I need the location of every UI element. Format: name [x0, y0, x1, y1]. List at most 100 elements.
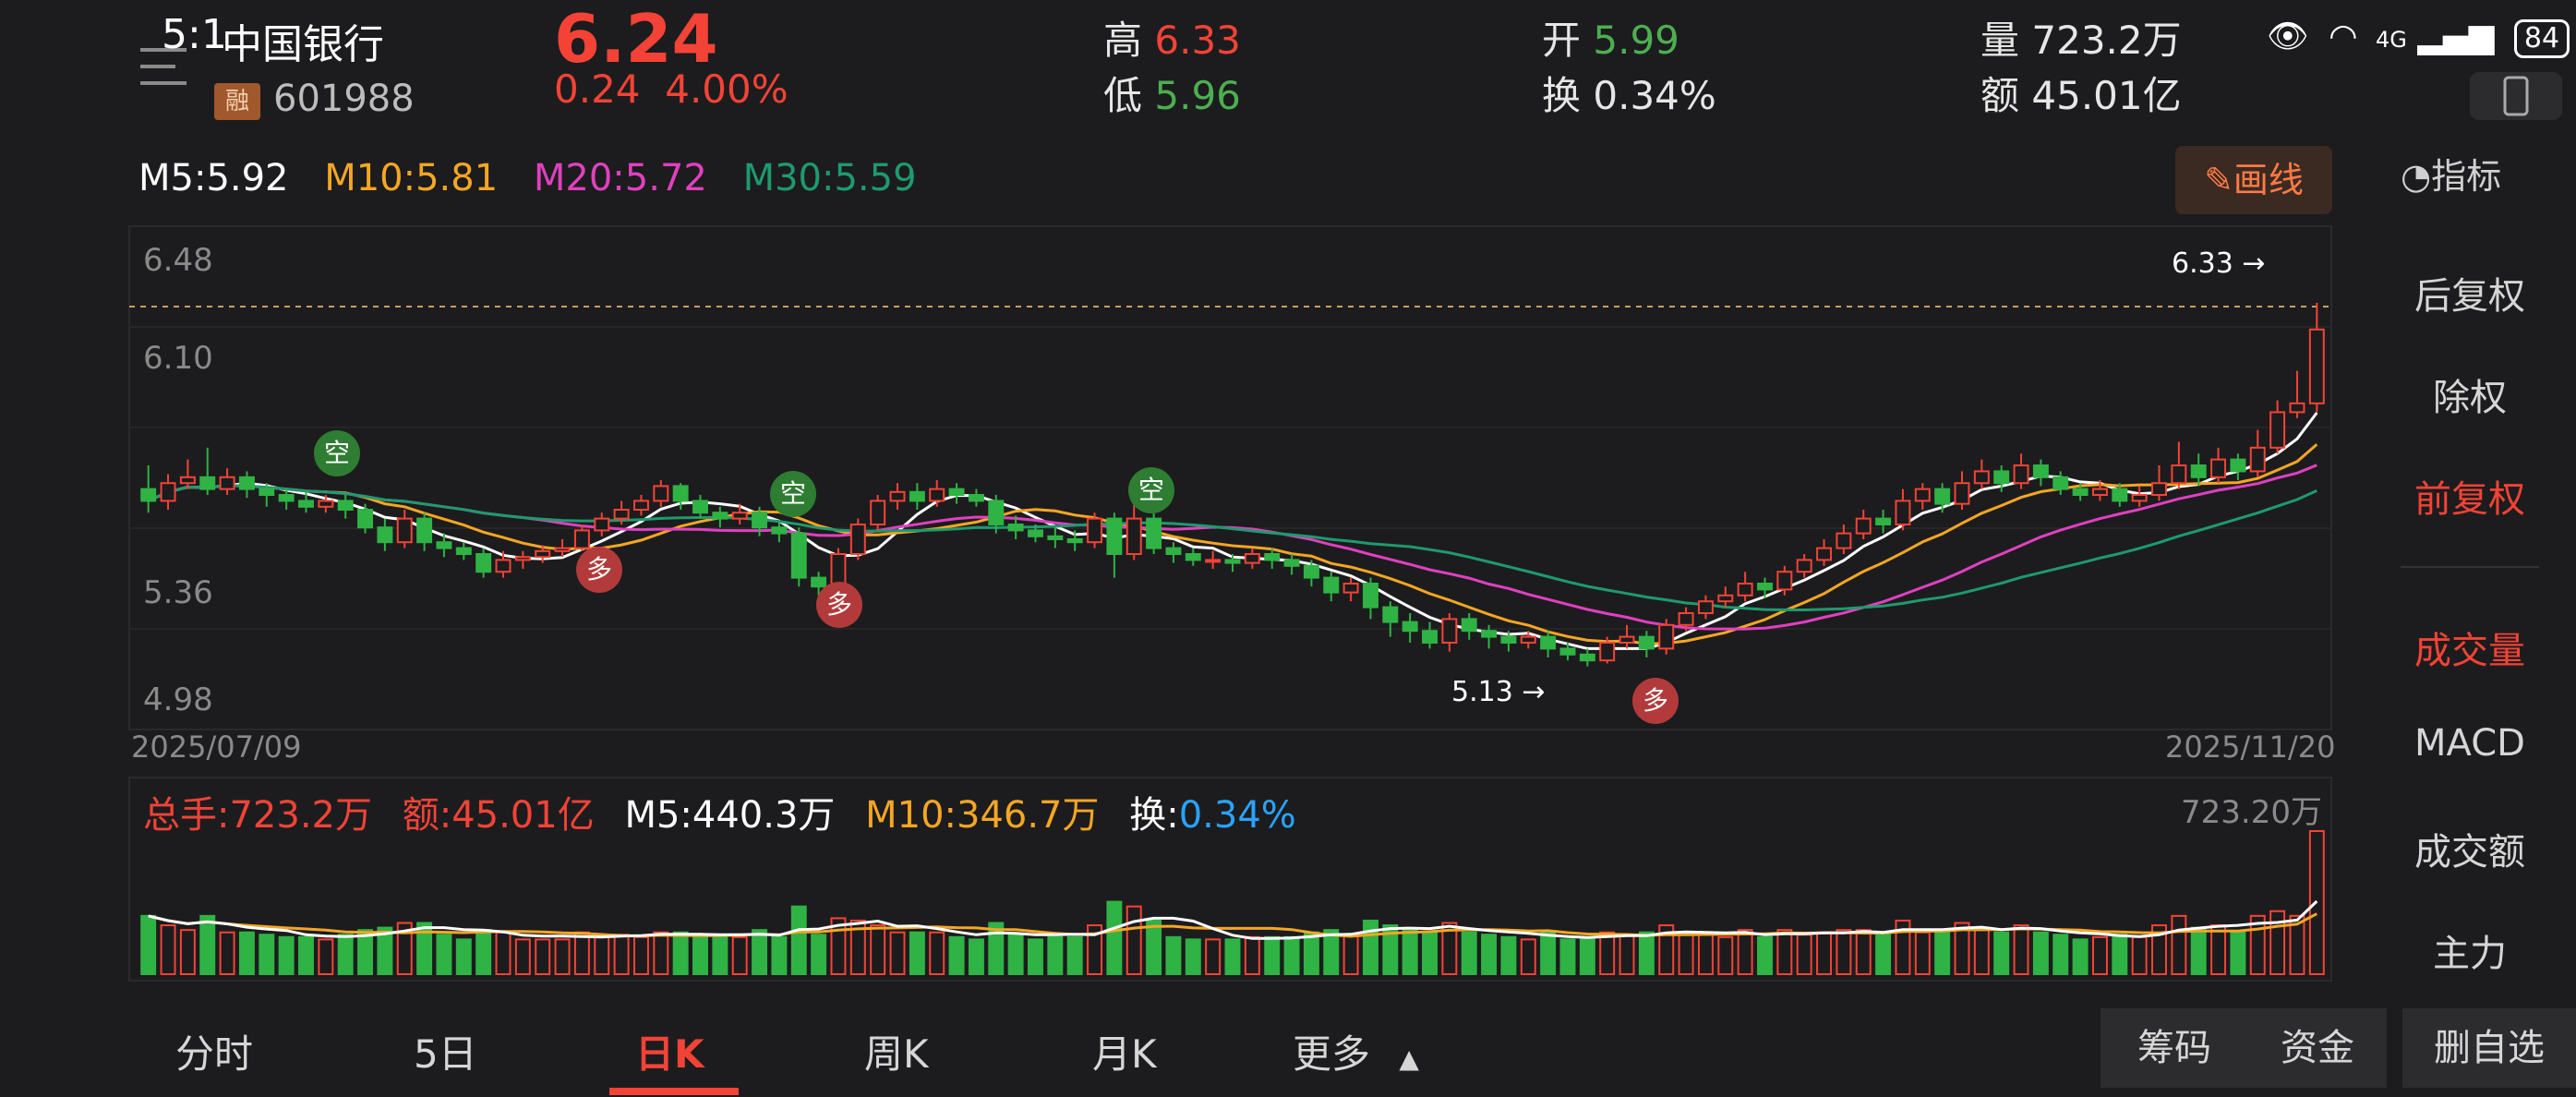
- volume-bar: [771, 935, 788, 976]
- volume-bar: [1993, 931, 2010, 975]
- volume-bar: [1402, 929, 1418, 976]
- turnover-value: 0.34%: [1593, 73, 1716, 118]
- side-option-macd[interactable]: MACD: [2414, 722, 2525, 765]
- volume-bar: [238, 931, 255, 975]
- candle: [337, 500, 354, 512]
- tab-weekly-k[interactable]: 周K: [864, 1031, 929, 1077]
- side-option-post-adjust[interactable]: 后复权: [2414, 275, 2525, 318]
- volume-bar: [1678, 934, 1694, 975]
- volume-bar: [849, 919, 866, 975]
- volume-bar: [2308, 830, 2325, 975]
- volume-bar: [1205, 938, 1222, 976]
- status-icons: 👁 ◠ 4G ▂▄▆ 84: [2267, 17, 2570, 58]
- candle: [1599, 642, 1616, 662]
- vol-turn-value: 0.34%: [1178, 794, 1296, 837]
- volume-bar: [1066, 935, 1083, 976]
- signal-bars-icon: ▂▄▆: [2417, 18, 2495, 55]
- side-option-ex-rights[interactable]: 除权: [2433, 377, 2507, 419]
- x-end-date: 2025/11/20: [2165, 729, 2336, 765]
- wifi-icon: ◠: [2329, 18, 2358, 55]
- volume-bar: [1500, 935, 1517, 976]
- candle: [1264, 553, 1281, 561]
- volume-bar: [318, 938, 334, 976]
- indicator-button[interactable]: ◔指标: [2401, 156, 2502, 197]
- chips-button[interactable]: 筹码: [2101, 1008, 2248, 1088]
- candle: [1500, 635, 1517, 644]
- volume-bar: [2210, 924, 2227, 976]
- rotate-screen-button[interactable]: [2470, 72, 2562, 120]
- chart-frame: [128, 225, 2332, 730]
- volume-bar: [1855, 929, 1872, 976]
- vol-max-label: 723.20万: [2181, 794, 2322, 831]
- volume-bar: [1165, 935, 1182, 976]
- side-option-pre-adjust[interactable]: 前复权: [2414, 478, 2525, 521]
- candle: [1185, 553, 1201, 561]
- volume-bar: [909, 931, 925, 975]
- volume-bar: [692, 934, 708, 975]
- volume-bar: [988, 922, 1005, 975]
- volume-bar: [1303, 931, 1319, 975]
- volume-bar: [1342, 934, 1359, 975]
- candle: [1481, 630, 1498, 638]
- candle: [1796, 559, 1812, 573]
- volume-bar: [830, 917, 847, 976]
- signal-long-badge[interactable]: 多: [816, 582, 862, 628]
- signal-short-badge[interactable]: 空: [1128, 467, 1174, 513]
- volume-bar: [514, 938, 531, 976]
- candle: [712, 512, 728, 520]
- side-option-volume[interactable]: 成交量: [2414, 630, 2525, 672]
- amount-value: 45.01亿: [2031, 73, 2182, 118]
- volume-bar: [1461, 931, 1477, 975]
- candle: [1047, 535, 1064, 540]
- ma10-label: M10:5.81: [324, 157, 499, 199]
- ma-line-M5: [148, 412, 2318, 650]
- side-option-main-force[interactable]: 主力: [2433, 933, 2507, 975]
- signal-long-badge[interactable]: 多: [1632, 678, 1679, 724]
- volume-bar: [1559, 938, 1576, 976]
- volume-bar: [219, 931, 235, 975]
- tab-intraday[interactable]: 分时: [175, 1031, 254, 1077]
- candle: [790, 532, 807, 579]
- candle: [2032, 464, 2049, 478]
- candle: [1303, 564, 1319, 579]
- volume-bar: [1599, 931, 1616, 975]
- vol-total: 总手:723.2万: [143, 794, 372, 837]
- tab-more[interactable]: 更多 ▲: [1293, 1031, 1419, 1077]
- volume-bar: [1323, 929, 1340, 976]
- signal-short-badge[interactable]: 空: [770, 471, 816, 517]
- tab-daily-k[interactable]: 日K: [635, 1031, 704, 1077]
- candle: [554, 547, 571, 552]
- candle: [2091, 488, 2108, 496]
- candle: [278, 494, 295, 502]
- volume-bar: [1283, 935, 1300, 976]
- signal-short-badge[interactable]: 空: [314, 430, 360, 476]
- battery-icon: 84: [2513, 19, 2570, 58]
- draw-line-button[interactable]: ✎画线: [2175, 146, 2332, 214]
- tab-monthly-k[interactable]: 月K: [1092, 1031, 1157, 1077]
- volume-bar: [1146, 919, 1162, 975]
- candle: [1737, 583, 1753, 597]
- menu-icon[interactable]: [140, 44, 192, 89]
- volume-bar: [1816, 931, 1833, 975]
- remove-watchlist-button[interactable]: 删自选: [2402, 1008, 2576, 1088]
- volume-bar: [377, 926, 393, 976]
- signal-long-badge[interactable]: 多: [576, 547, 622, 593]
- volume-bar: [2230, 931, 2246, 975]
- candle: [1973, 470, 1990, 485]
- candle: [2230, 458, 2246, 473]
- change-percent: 4.00%: [665, 66, 788, 112]
- candle: [594, 517, 610, 532]
- volume-bar: [1125, 905, 1142, 976]
- volume-bar: [1875, 934, 1892, 975]
- stat-high: 高 6.33: [1103, 18, 1241, 63]
- candle: [1224, 559, 1241, 564]
- volume-bar: [554, 938, 571, 976]
- volume-bar: [1717, 935, 1734, 976]
- side-option-amount[interactable]: 成交额: [2414, 831, 2525, 874]
- candle: [613, 509, 630, 520]
- funds-button[interactable]: 资金: [2248, 1008, 2387, 1088]
- candle: [909, 490, 925, 502]
- tab-5day[interactable]: 5日: [414, 1031, 477, 1077]
- candle: [1007, 524, 1024, 532]
